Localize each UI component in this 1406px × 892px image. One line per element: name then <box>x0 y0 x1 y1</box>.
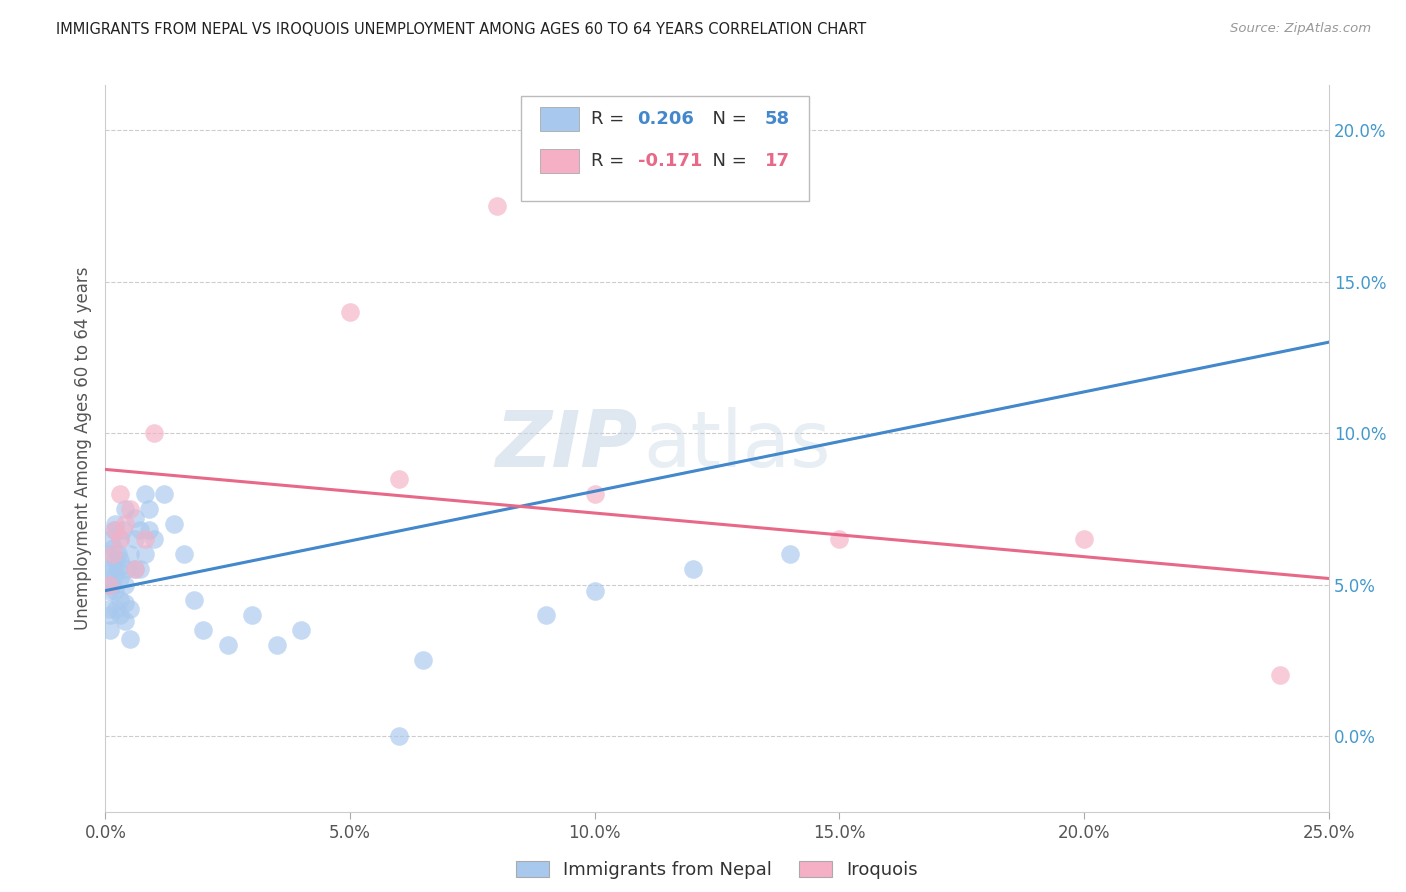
Point <box>173 547 195 561</box>
Point <box>103 523 125 537</box>
Point <box>97 577 120 591</box>
Point <box>134 547 156 561</box>
Point <box>124 562 146 576</box>
Text: 17: 17 <box>765 152 790 170</box>
Y-axis label: Unemployment Among Ages 60 to 64 years: Unemployment Among Ages 60 to 64 years <box>75 267 93 630</box>
Point <box>104 568 127 582</box>
Point <box>138 501 160 516</box>
Point <box>1268 668 1291 682</box>
Text: 0.206: 0.206 <box>637 110 695 128</box>
Point <box>108 572 131 586</box>
Point <box>100 532 122 546</box>
Legend: Immigrants from Nepal, Iroquois: Immigrants from Nepal, Iroquois <box>509 854 925 887</box>
Point <box>101 547 124 561</box>
Text: 58: 58 <box>765 110 790 128</box>
Point <box>98 547 121 561</box>
Point <box>266 638 288 652</box>
Point <box>583 583 606 598</box>
Point <box>682 562 704 576</box>
Point <box>108 532 131 546</box>
Point <box>193 623 215 637</box>
Point <box>290 623 312 637</box>
Point <box>153 486 176 500</box>
Text: R =: R = <box>591 110 630 128</box>
Point <box>163 516 186 531</box>
Bar <box>540 150 579 173</box>
Bar <box>540 107 579 130</box>
Point <box>108 607 131 622</box>
Point <box>128 523 150 537</box>
Point <box>101 562 124 576</box>
Point <box>114 577 136 591</box>
Point <box>240 607 263 622</box>
Point <box>98 583 121 598</box>
Point <box>117 562 139 576</box>
Point <box>124 511 146 525</box>
Text: atlas: atlas <box>644 407 831 483</box>
Point <box>339 305 361 319</box>
Point <box>217 638 239 652</box>
Point <box>583 486 606 500</box>
Point <box>118 501 141 516</box>
Text: IMMIGRANTS FROM NEPAL VS IROQUOIS UNEMPLOYMENT AMONG AGES 60 TO 64 YEARS CORRELA: IMMIGRANTS FROM NEPAL VS IROQUOIS UNEMPL… <box>56 22 866 37</box>
Point <box>111 523 134 537</box>
Point <box>104 516 127 531</box>
Point <box>105 601 128 615</box>
Point <box>114 614 136 628</box>
Point <box>183 592 205 607</box>
Point <box>134 532 156 546</box>
Point <box>107 562 129 576</box>
Point <box>124 562 146 576</box>
Point <box>828 532 851 546</box>
Point <box>98 623 121 637</box>
Point <box>107 547 129 561</box>
Text: N =: N = <box>702 152 752 170</box>
Point <box>124 532 146 546</box>
Point <box>97 601 120 615</box>
Point <box>104 553 127 567</box>
Text: Source: ZipAtlas.com: Source: ZipAtlas.com <box>1230 22 1371 36</box>
Point <box>101 577 124 591</box>
Point <box>118 632 141 646</box>
Text: R =: R = <box>591 152 630 170</box>
Point <box>134 486 156 500</box>
Point <box>108 592 131 607</box>
Point <box>114 516 136 531</box>
Point <box>104 583 127 598</box>
Text: N =: N = <box>702 110 752 128</box>
Point <box>485 199 508 213</box>
FancyBboxPatch shape <box>522 95 808 201</box>
Point <box>1073 532 1095 546</box>
Point <box>118 547 141 561</box>
Point <box>138 523 160 537</box>
Point <box>98 562 121 576</box>
Point <box>108 553 131 567</box>
Text: -0.171: -0.171 <box>637 152 702 170</box>
Point <box>103 541 125 556</box>
Point <box>412 653 434 667</box>
Text: ZIP: ZIP <box>495 407 637 483</box>
Point <box>128 562 150 576</box>
Point <box>108 532 131 546</box>
Point <box>114 501 136 516</box>
Point <box>534 607 557 622</box>
Point <box>118 601 141 615</box>
Point <box>108 486 131 500</box>
Point <box>98 577 121 591</box>
Point <box>388 471 411 485</box>
Point <box>779 547 801 561</box>
Point <box>98 607 121 622</box>
Point <box>388 729 411 743</box>
Point <box>114 596 136 610</box>
Point <box>104 523 127 537</box>
Point <box>143 532 166 546</box>
Point <box>143 426 166 441</box>
